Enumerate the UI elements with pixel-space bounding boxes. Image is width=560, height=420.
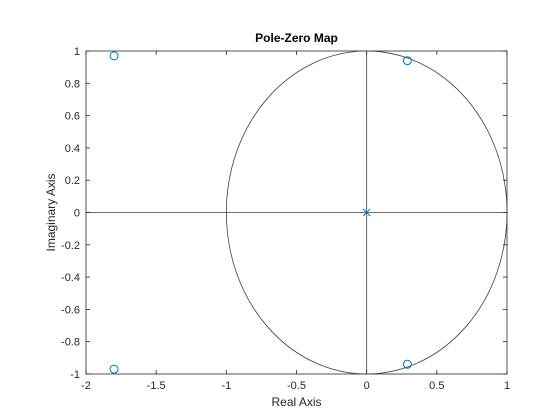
x-axis-label: Real Axis [271,395,321,409]
markers-group [109,51,412,374]
plot-area [85,50,508,375]
y-tick-label: -1 [70,369,80,381]
tick-labels-group: -2 -1.5 -1 -0.5 0 0.5 1 -1 -0.8 -0.6 -0.4 -0.2 0 0.2 0… [61,46,510,392]
x-tick-label: -1 [221,380,231,392]
y-tick-label: 0.8 [65,78,80,90]
y-tick-label: 1 [74,46,80,58]
y-tick-label: -0.2 [61,240,80,252]
y-tick-label: 0.2 [65,175,80,187]
x-tick-label: 0.5 [429,380,444,392]
x-tick-label: 0 [364,380,370,392]
y-tick-label: -0.6 [61,304,80,316]
x-tick-label: -2 [81,380,91,392]
y-tick-label: -0.4 [61,272,80,284]
pole-marker [362,208,371,217]
x-tick-label: -0.5 [287,380,306,392]
x-tick-label: 1 [504,380,510,392]
x-tick-label: -1.5 [147,380,166,392]
zero-marker [109,364,119,374]
y-tick-label: 0.6 [65,111,80,123]
pole-marker-stroke [362,208,371,217]
y-tick-label: 0.4 [65,143,80,155]
zero-marker [109,51,119,61]
y-tick-label: 0 [74,208,80,220]
zero-marker [402,359,412,369]
chart-title: Pole-Zero Map [255,31,338,45]
zero-marker [402,56,412,66]
y-axis-label: Imaginary Axis [44,173,58,251]
y-tick-label: -0.8 [61,337,80,349]
